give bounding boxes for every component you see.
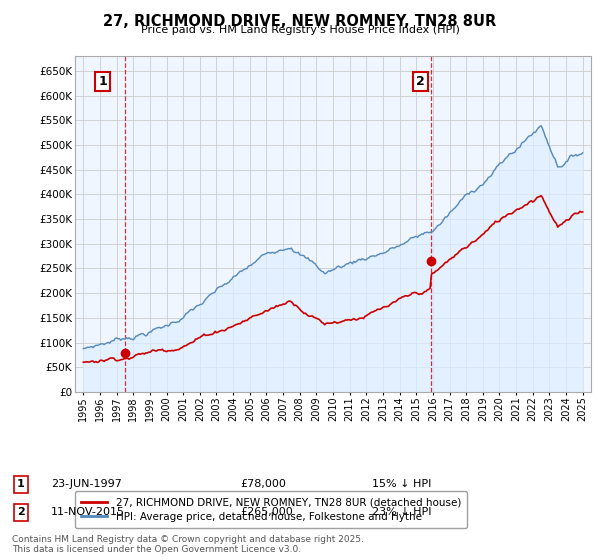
Legend: 27, RICHMOND DRIVE, NEW ROMNEY, TN28 8UR (detached house), HPI: Average price, d: 27, RICHMOND DRIVE, NEW ROMNEY, TN28 8UR… [75,491,467,528]
Text: 27, RICHMOND DRIVE, NEW ROMNEY, TN28 8UR: 27, RICHMOND DRIVE, NEW ROMNEY, TN28 8UR [103,14,497,29]
Text: 1: 1 [17,479,25,489]
Text: Contains HM Land Registry data © Crown copyright and database right 2025.
This d: Contains HM Land Registry data © Crown c… [12,535,364,554]
Text: £265,000: £265,000 [240,507,293,517]
Text: £78,000: £78,000 [240,479,286,489]
Text: 1: 1 [98,75,107,88]
Text: 15% ↓ HPI: 15% ↓ HPI [372,479,431,489]
Text: 2: 2 [17,507,25,517]
Text: 2: 2 [416,75,425,88]
Text: 11-NOV-2015: 11-NOV-2015 [51,507,125,517]
Text: Price paid vs. HM Land Registry's House Price Index (HPI): Price paid vs. HM Land Registry's House … [140,25,460,35]
Text: 23-JUN-1997: 23-JUN-1997 [51,479,122,489]
Text: 23% ↓ HPI: 23% ↓ HPI [372,507,431,517]
